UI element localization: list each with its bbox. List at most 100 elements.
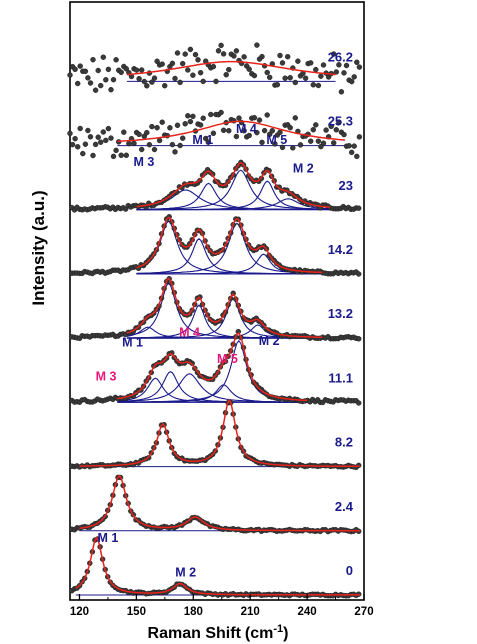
x-axis-label-unit: (cm bbox=[245, 625, 273, 642]
data-point bbox=[105, 66, 112, 73]
data-point bbox=[215, 48, 222, 54]
data-point bbox=[182, 121, 188, 127]
data-point bbox=[346, 143, 352, 149]
component-curve bbox=[136, 198, 330, 211]
series-26-2 bbox=[67, 42, 363, 95]
data-point bbox=[159, 119, 165, 125]
mode-label: M 1 bbox=[122, 335, 143, 349]
data-point bbox=[233, 133, 240, 140]
data-point bbox=[90, 152, 96, 159]
data-point bbox=[154, 124, 160, 131]
data-point bbox=[336, 62, 342, 68]
data-point bbox=[277, 52, 283, 59]
data-point bbox=[67, 72, 73, 78]
pressure-label: 14.2 bbox=[328, 242, 353, 257]
data-point bbox=[156, 137, 163, 144]
data-point bbox=[308, 60, 314, 66]
data-point bbox=[179, 60, 186, 67]
data-point bbox=[233, 48, 240, 54]
series-14-2 bbox=[69, 214, 362, 277]
data-point bbox=[279, 144, 286, 151]
data-point bbox=[356, 205, 362, 211]
data-point bbox=[123, 66, 130, 72]
data-point bbox=[356, 271, 362, 277]
pressure-label: 25.3 bbox=[328, 114, 353, 129]
data-point bbox=[320, 140, 327, 146]
data-point bbox=[72, 66, 78, 73]
data-point bbox=[192, 51, 199, 58]
data-point bbox=[308, 138, 314, 144]
series-2-4 bbox=[69, 474, 362, 535]
data-point bbox=[169, 141, 176, 148]
data-point bbox=[333, 127, 339, 133]
data-point bbox=[315, 138, 322, 144]
data-point bbox=[121, 129, 127, 135]
x-axis-label-unit-sup: -1 bbox=[273, 623, 283, 635]
data-point bbox=[154, 58, 160, 64]
data-point bbox=[218, 42, 224, 49]
x-tick-label: 180 bbox=[184, 606, 203, 618]
component-curve bbox=[136, 180, 330, 211]
mode-label: M 5 bbox=[217, 352, 238, 366]
data-point bbox=[126, 140, 132, 147]
data-point bbox=[292, 79, 298, 86]
data-point bbox=[103, 77, 109, 83]
data-point bbox=[190, 72, 196, 78]
data-point bbox=[251, 114, 258, 121]
data-point bbox=[269, 128, 275, 134]
data-point bbox=[226, 127, 232, 134]
data-point bbox=[105, 125, 112, 132]
data-point bbox=[313, 122, 319, 128]
data-point bbox=[341, 70, 347, 76]
fit-curve bbox=[136, 216, 323, 274]
data-point bbox=[272, 141, 278, 147]
data-point bbox=[110, 153, 117, 160]
mode-label: M 4 bbox=[179, 325, 200, 339]
data-point bbox=[254, 42, 260, 48]
fit-curve bbox=[117, 331, 308, 402]
x-tick-label: 240 bbox=[298, 606, 317, 618]
data-point bbox=[208, 111, 214, 118]
data-point bbox=[202, 135, 209, 142]
series-layer bbox=[67, 42, 363, 599]
pressure-label: 26.2 bbox=[328, 49, 353, 64]
data-point bbox=[167, 125, 173, 131]
data-point bbox=[100, 129, 107, 135]
x-tick-label: 210 bbox=[241, 606, 260, 618]
data-point bbox=[161, 82, 168, 89]
data-point bbox=[95, 67, 101, 74]
data-point bbox=[210, 130, 217, 137]
data-point bbox=[87, 80, 94, 86]
data-point bbox=[246, 66, 252, 72]
data-point bbox=[331, 140, 337, 146]
fit-curve bbox=[79, 398, 361, 468]
data-point bbox=[287, 124, 293, 131]
data-point bbox=[341, 131, 347, 138]
data-point bbox=[174, 122, 181, 129]
x-tick-label: 270 bbox=[354, 606, 373, 618]
data-point bbox=[182, 51, 188, 57]
fit-curve bbox=[126, 60, 336, 76]
data-point bbox=[67, 130, 73, 137]
data-point bbox=[118, 69, 124, 76]
data-point bbox=[264, 69, 270, 76]
data-point bbox=[172, 149, 178, 155]
data-point bbox=[174, 50, 181, 56]
data-point bbox=[159, 61, 165, 67]
data-point bbox=[103, 137, 109, 144]
pressure-label: 13.2 bbox=[328, 306, 353, 321]
data-point bbox=[251, 72, 258, 79]
data-point bbox=[287, 74, 293, 81]
series-0 bbox=[69, 536, 362, 599]
data-point bbox=[264, 112, 270, 118]
data-point bbox=[328, 123, 334, 130]
data-point bbox=[197, 69, 204, 76]
data-point bbox=[315, 82, 322, 89]
data-point bbox=[144, 83, 150, 89]
data-point bbox=[349, 149, 355, 156]
axis-layer: 120 150 180 210 240 270 bbox=[70, 594, 374, 618]
data-point bbox=[108, 86, 114, 93]
data-point bbox=[74, 144, 81, 150]
label-layer: 26.2 25.3 23 M 3 M 1 M 4 M 5 M 2 14.2 13.2 11.1 M 1… bbox=[96, 49, 354, 579]
x-axis-label-unit-close: ) bbox=[283, 625, 288, 642]
